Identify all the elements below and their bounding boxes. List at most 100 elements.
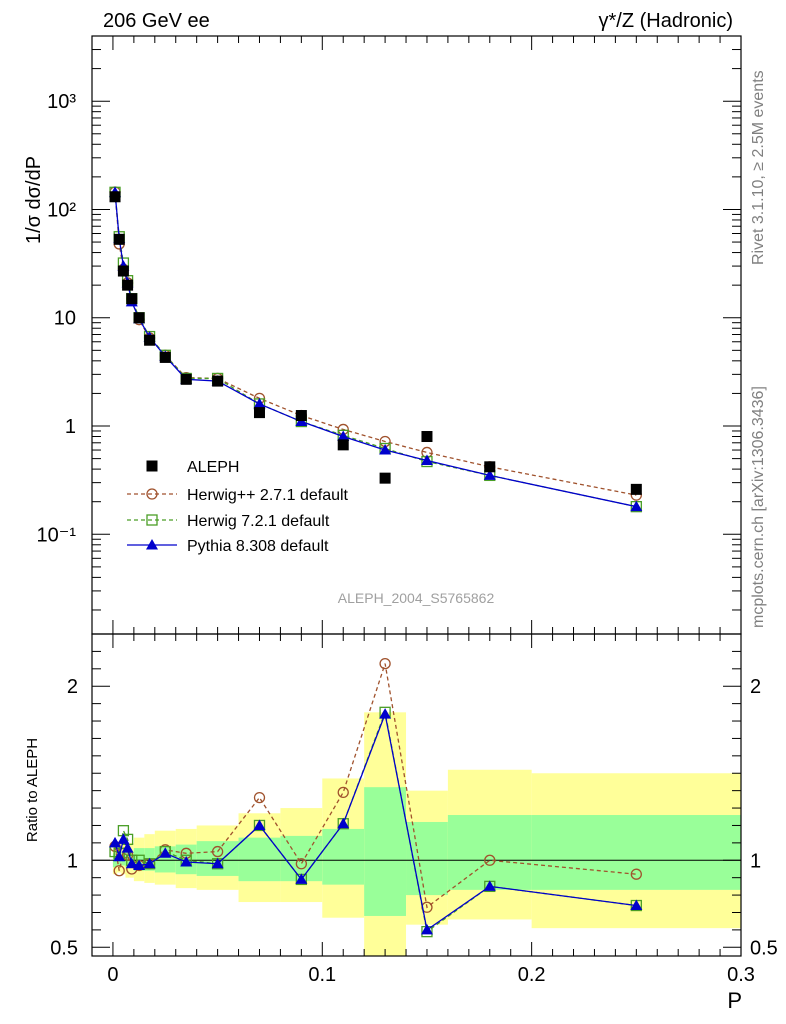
- ratio-point-pythia: [483, 880, 496, 891]
- legend-marker-herwig7: [146, 514, 158, 526]
- main-y-axis-title: 1/σ dσ/dP: [23, 156, 45, 244]
- band-inner: [406, 821, 448, 896]
- point-data: [421, 431, 433, 443]
- ratio-y-tick-label: 1: [67, 850, 78, 872]
- legend-label-herwig7: Herwig 7.2.1 default: [187, 513, 330, 530]
- point-data: [295, 410, 307, 422]
- band-inner: [531, 815, 741, 890]
- analysis-label: ALEPH_2004_S5765862: [338, 590, 495, 606]
- point-pythia: [379, 444, 392, 455]
- legend-label-herwigpp: Herwig++ 2.7.1 default: [187, 487, 349, 504]
- ratio-y-axis-title: Ratio to ALEPH: [24, 738, 41, 842]
- band-inner: [364, 787, 407, 916]
- point-pythia: [420, 454, 433, 466]
- ratio-y-tick-label: 2: [67, 676, 78, 698]
- band-inner: [238, 837, 281, 882]
- ratio-y-tick-label-right: 0.5: [750, 937, 778, 959]
- point-pythia: [483, 469, 496, 480]
- legend-marker-herwigpp: [146, 488, 158, 500]
- ratio-point-pythia: [630, 899, 643, 911]
- point-data: [484, 461, 496, 473]
- band-inner: [133, 848, 145, 871]
- header-right-label: γ*/Z (Hadronic): [599, 10, 733, 32]
- point-data: [144, 334, 156, 346]
- band-inner: [322, 828, 365, 885]
- ratio-point-pythia: [117, 833, 130, 844]
- axes: 0 0.1 0.2 0.3 10⁻¹ 1 10 10² 10³ 0.5 0.5 1 1 2 2: [37, 35, 778, 986]
- ratio-point-pythia: [121, 842, 134, 853]
- point-data: [122, 279, 134, 291]
- legend: ALEPH Herwig++ 2.7.1 default Herwig 7.2.1 …: [127, 459, 349, 555]
- ratio-point-herwigpp: [113, 865, 125, 877]
- point-pythia: [630, 500, 643, 512]
- ratio-panel-series: [109, 657, 643, 938]
- point-data: [159, 351, 171, 363]
- ratio-point-pythia: [253, 819, 266, 830]
- ratio-point-herwigpp: [253, 791, 266, 804]
- series-line-herwigpp: [114, 191, 637, 496]
- point-data: [180, 373, 192, 385]
- ratio-point-herwigpp: [337, 786, 349, 799]
- ratio-point-pythia: [211, 857, 224, 869]
- y-tick-label: 10: [54, 308, 76, 330]
- y-tick-label: 1: [65, 416, 76, 438]
- ratio-point-pythia: [113, 850, 126, 862]
- band-inner: [447, 815, 532, 890]
- series-herwigpp: [109, 186, 642, 501]
- legend-marker-pythia: [146, 539, 158, 550]
- x-axis-title: P: [727, 988, 742, 1013]
- ratio-point-pythia: [143, 857, 156, 869]
- ratio-point-herwigpp: [484, 854, 496, 866]
- ratio-frame: [91, 633, 742, 957]
- legend-item-herwigpp: Herwig++ 2.7.1 default: [127, 487, 349, 504]
- point-data: [133, 312, 145, 324]
- ratio-point-herwigpp: [295, 858, 308, 870]
- point-data: [253, 407, 265, 419]
- ratio-point-pythia: [337, 817, 350, 829]
- ratio-point-herwigpp: [211, 845, 224, 858]
- legend-item-herwig7: Herwig 7.2.1 default: [127, 513, 330, 530]
- main-panel-series: [109, 186, 643, 513]
- ratio-point-herwigpp: [379, 657, 391, 670]
- ratio-point-herwigpp: [630, 868, 642, 880]
- y-tick-label: 10³: [47, 91, 76, 113]
- ratio-point-pythia: [379, 708, 392, 719]
- y-tick-label: 10²: [47, 199, 76, 221]
- legend-item-pythia: Pythia 8.308 default: [127, 538, 329, 555]
- ratio-point-pythia: [159, 847, 172, 858]
- series-data: [109, 191, 642, 495]
- ratio-point-pythia: [133, 859, 146, 870]
- point-data: [212, 375, 224, 387]
- ratio-point-pythia: [295, 873, 308, 884]
- point-data: [337, 439, 349, 451]
- ratio-point-pythia: [420, 923, 433, 935]
- x-tick-label: 0.2: [518, 964, 546, 986]
- ratio-y-tick-label-right: 1: [750, 850, 761, 872]
- legend-item-data: ALEPH: [146, 459, 239, 476]
- ratio-series-pythia: [109, 708, 643, 935]
- ratio-point-pythia: [109, 836, 122, 848]
- ratio-y-tick-label-right: 2: [750, 676, 761, 698]
- point-data: [117, 265, 129, 277]
- ratio-point-pythia: [180, 856, 193, 867]
- x-tick-label: 0: [107, 964, 118, 986]
- point-data: [379, 472, 391, 484]
- point-data: [113, 233, 125, 245]
- point-data: [126, 293, 138, 305]
- legend-label-data: ALEPH: [187, 459, 239, 476]
- ratio-point-pythia: [125, 857, 138, 869]
- point-pythia: [337, 430, 350, 442]
- rivet-label: Rivet 3.1.10, ≥ 2.5M events: [750, 70, 767, 265]
- mcplots-label: mcplots.cern.ch [arXiv:1306.3436]: [750, 386, 767, 628]
- ratio-uncertainty-bands: [92, 712, 741, 956]
- x-tick-label: 0.1: [308, 964, 336, 986]
- header-left-label: 206 GeV ee: [103, 10, 210, 32]
- ratio-line-herwigpp: [114, 663, 637, 909]
- point-pythia: [253, 397, 266, 409]
- point-data: [630, 483, 642, 495]
- legend-marker-data: [146, 460, 158, 472]
- legend-label-pythia: Pythia 8.308 default: [187, 538, 329, 555]
- point-data: [109, 191, 121, 203]
- ratio-y-tick-label: 0.5: [50, 937, 78, 959]
